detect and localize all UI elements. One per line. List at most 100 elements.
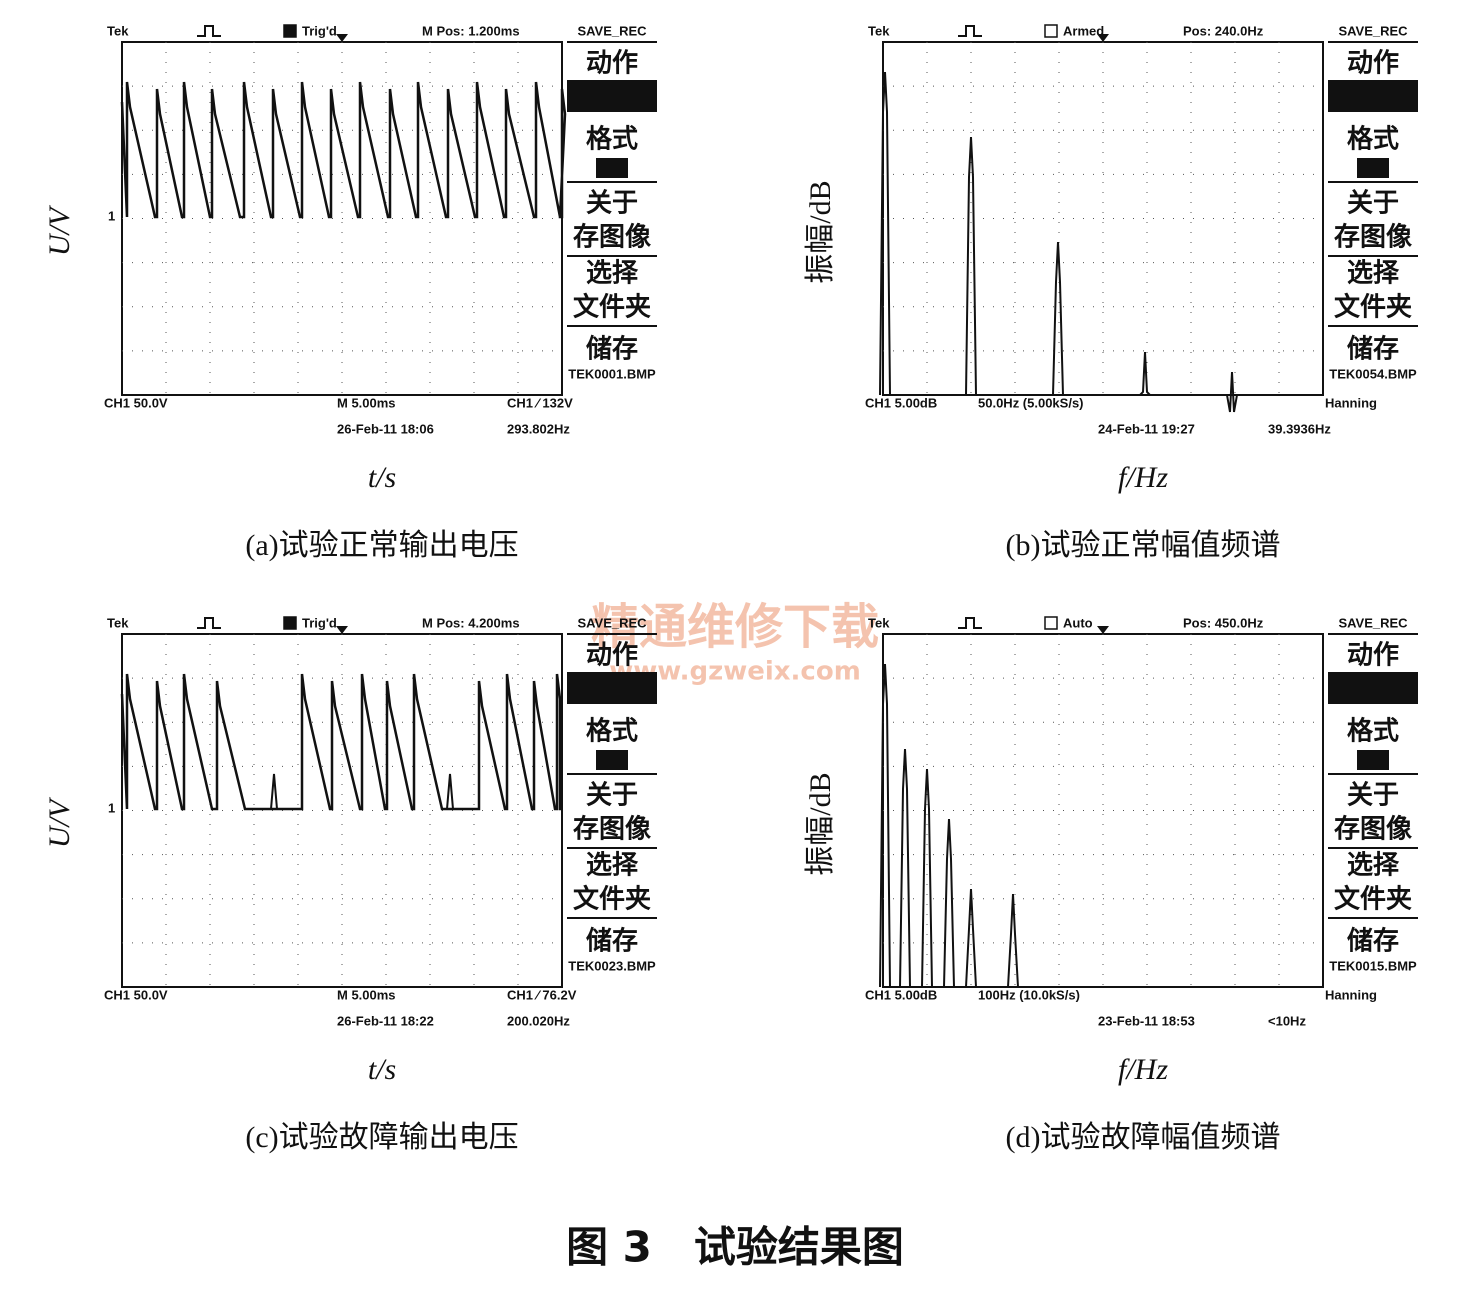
menu-item: 储存 <box>586 334 638 365</box>
y-axis-label: 振幅/dB <box>804 180 837 283</box>
spectrum-peak <box>899 748 911 988</box>
trigger-arrow <box>336 34 348 42</box>
position: M Pos: 1.200ms <box>422 23 520 38</box>
spectrum-peak <box>1226 371 1238 413</box>
readout: CH1 50.0V <box>104 987 168 1002</box>
menu-item: 关于 <box>586 781 638 811</box>
file-name: TEK0023.BMP <box>568 958 656 973</box>
readout: CH1 ⁄ 132V <box>507 395 573 410</box>
brand: Tek <box>868 23 890 38</box>
readout: CH1 ⁄ 76.2V <box>507 987 577 1002</box>
state: Trig'd <box>302 23 337 38</box>
figure-title: 图 3 试验结果图 <box>566 1223 904 1272</box>
spectrum-peak <box>965 888 977 988</box>
menu-item: 动作 <box>586 641 638 671</box>
state-icon <box>1044 616 1058 630</box>
menu-item: 动作 <box>586 49 638 79</box>
caption: (c)试验故障输出电压 <box>245 1121 518 1154</box>
menu-item: 选择 <box>1347 851 1400 881</box>
spectrum-peak <box>879 663 891 988</box>
menu-item: 关于 <box>586 189 638 219</box>
state: Trig'd <box>302 615 337 630</box>
readout: Hanning <box>1325 987 1377 1002</box>
menu-item: 存图像 <box>573 815 652 845</box>
trigger-arrow <box>336 626 348 634</box>
readout: 23-Feb-11 18:53 <box>1098 1013 1195 1028</box>
menu-item: 选择 <box>1347 259 1400 289</box>
menu-item: 关于 <box>1347 189 1399 219</box>
brand: Tek <box>107 23 129 38</box>
readout: 26-Feb-11 18:06 <box>337 421 434 436</box>
position: M Pos: 4.200ms <box>422 615 520 630</box>
menu-item: 动作 <box>1347 641 1399 671</box>
watermark: 精通维修下载 <box>591 599 879 655</box>
pulse-icon <box>197 617 221 629</box>
state: Armed <box>1063 23 1104 38</box>
spectrum-peak <box>1007 893 1019 988</box>
readout: 24-Feb-11 19:27 <box>1098 421 1195 436</box>
file-name: TEK0001.BMP <box>568 366 656 381</box>
file-name: TEK0054.BMP <box>1329 366 1417 381</box>
menu-block <box>596 158 628 178</box>
readout: 100Hz (10.0kS/s) <box>978 987 1080 1002</box>
readout: CH1 5.00dB <box>865 987 937 1002</box>
readout: CH1 50.0V <box>104 395 168 410</box>
position: Pos: 450.0Hz <box>1183 615 1264 630</box>
waveform-blip <box>270 773 278 810</box>
brand: Tek <box>868 615 890 630</box>
readout: 39.3936Hz <box>1268 421 1331 436</box>
spectrum-peak <box>1139 351 1151 396</box>
readout: M 5.00ms <box>337 987 396 1002</box>
readout: 293.802Hz <box>507 421 570 436</box>
state-icon <box>283 616 297 630</box>
menu-item: 文件夹 <box>573 884 651 915</box>
position: Pos: 240.0Hz <box>1183 23 1264 38</box>
caption: (b)试验正常幅值频谱 <box>1006 529 1281 562</box>
y-axis-label: 振幅/dB <box>804 772 837 875</box>
spectrum-peak <box>1052 241 1064 396</box>
trigger-arrow <box>1097 626 1109 634</box>
readout: 200.020Hz <box>507 1013 570 1028</box>
menu-item: 存图像 <box>1334 223 1413 253</box>
menu-item: 动作 <box>1347 49 1399 79</box>
menu-item: 文件夹 <box>573 292 651 323</box>
menu-title: SAVE_REC <box>577 615 647 630</box>
state: Auto <box>1063 615 1093 630</box>
readout: Hanning <box>1325 395 1377 410</box>
state-icon <box>283 24 297 38</box>
readout: 50.0Hz (5.00kS/s) <box>978 395 1084 410</box>
menu-block <box>1328 672 1418 704</box>
x-axis-label: f/Hz <box>1118 1053 1168 1086</box>
menu-block <box>1328 80 1418 112</box>
waveform-blip <box>446 773 454 810</box>
pulse-icon <box>197 25 221 37</box>
readout: CH1 5.00dB <box>865 395 937 410</box>
waveform <box>120 673 562 811</box>
menu-item: 格式 <box>586 716 638 747</box>
menu-item: 格式 <box>586 124 638 155</box>
menu-item: 储存 <box>1347 926 1399 957</box>
x-axis-label: t/s <box>368 1053 396 1086</box>
pulse-icon <box>958 25 982 37</box>
waveform <box>120 81 567 219</box>
trigger-arrow <box>1097 34 1109 42</box>
menu-item: 格式 <box>1347 124 1399 155</box>
brand: Tek <box>107 615 129 630</box>
menu-title: SAVE_REC <box>1338 23 1408 38</box>
menu-item: 文件夹 <box>1334 292 1412 323</box>
menu-block <box>567 80 657 112</box>
y-axis-label: U/V <box>43 204 76 256</box>
caption: (a)试验正常输出电压 <box>245 529 518 562</box>
menu-block <box>596 750 628 770</box>
channel-marker: 1 <box>108 208 115 223</box>
x-axis-label: f/Hz <box>1118 461 1168 494</box>
menu-block <box>1357 158 1389 178</box>
menu-title: SAVE_REC <box>577 23 647 38</box>
pulse-icon <box>958 617 982 629</box>
readout: M 5.00ms <box>337 395 396 410</box>
x-axis-label: t/s <box>368 461 396 494</box>
menu-block <box>567 672 657 704</box>
menu-block <box>1357 750 1389 770</box>
menu-item: 选择 <box>586 259 639 289</box>
